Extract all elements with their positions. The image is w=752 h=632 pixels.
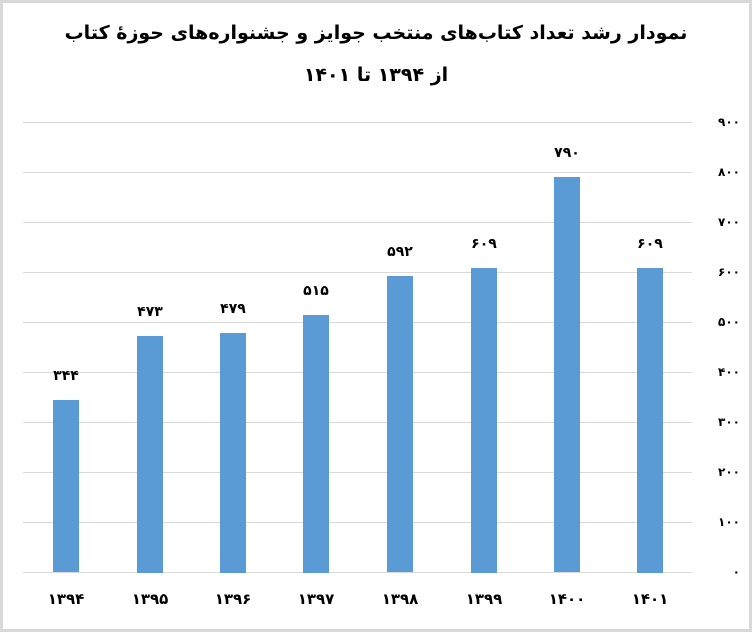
bar-1398 (387, 276, 413, 572)
bar-1395 (137, 336, 163, 573)
y-tick-label: ۷۰۰ (718, 215, 740, 229)
data-label: ۴۷۳ (137, 304, 163, 320)
x-tick-label: ۱۳۹۷ (297, 590, 335, 608)
y-tick-label: ۴۰۰ (718, 365, 740, 379)
y-tick-label: ۶۰۰ (718, 265, 740, 279)
x-tick-label: ۱۳۹۵ (131, 590, 169, 608)
x-tick-label: ۱۳۹۸ (381, 590, 419, 608)
gridline (23, 122, 692, 123)
x-tick-label: ۱۳۹۶ (214, 590, 252, 608)
x-tick-label: ۱۴۰۰ (548, 590, 586, 608)
bar-1399 (471, 268, 497, 573)
chart-title: نمودار رشد تعداد کتاب‌های منتخب جوایز و … (64, 22, 688, 44)
gridline (23, 522, 692, 523)
bar-1400 (554, 177, 580, 572)
gridline (23, 472, 692, 473)
y-tick-label: ۰ (732, 565, 740, 579)
x-tick-label: ۱۳۹۴ (47, 590, 85, 608)
gridline (23, 422, 692, 423)
y-tick-label: ۱۰۰ (718, 515, 740, 529)
bar-1397 (303, 315, 329, 573)
bar-1394 (53, 400, 79, 572)
data-label: ۶۰۹ (471, 236, 497, 252)
y-tick-label: ۸۰۰ (718, 165, 740, 179)
x-tick-label: ۱۳۹۹ (465, 590, 503, 608)
data-label: ۳۴۴ (53, 368, 79, 384)
gridline (23, 272, 692, 273)
gridline (23, 172, 692, 173)
gridline (23, 222, 692, 223)
data-label: ۷۹۰ (554, 145, 580, 161)
data-label: ۵۹۲ (387, 244, 413, 260)
bar-1401 (637, 268, 663, 573)
y-tick-label: ۳۰۰ (718, 415, 740, 429)
y-tick-label: ۹۰۰ (718, 115, 740, 129)
data-label: ۴۷۹ (220, 301, 246, 317)
x-axis-line (23, 572, 692, 573)
data-label: ۶۰۹ (637, 236, 663, 252)
gridline (23, 372, 692, 373)
x-tick-label: ۱۴۰۱ (631, 590, 669, 608)
bar-1396 (220, 333, 246, 573)
y-tick-label: ۵۰۰ (718, 315, 740, 329)
y-tick-label: ۲۰۰ (718, 465, 740, 479)
data-label: ۵۱۵ (303, 283, 329, 299)
chart-subtitle: از ۱۳۹۴ تا ۱۴۰۱ (303, 64, 449, 86)
gridline (23, 322, 692, 323)
